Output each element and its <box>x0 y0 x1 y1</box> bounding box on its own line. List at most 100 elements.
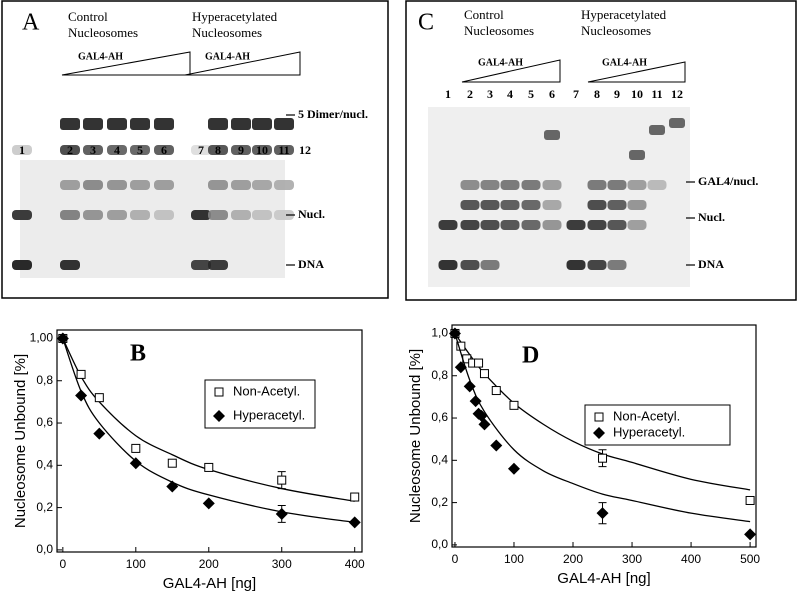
gel-band <box>130 180 150 190</box>
marker-diamond <box>56 332 69 345</box>
x-axis-label: GAL4-AH [ng] <box>163 575 256 592</box>
marker-diamond <box>348 516 361 529</box>
gel-band <box>60 180 80 190</box>
gel-band <box>154 118 174 130</box>
marker-square <box>509 400 519 410</box>
gel-band <box>107 118 127 130</box>
gel-band <box>252 210 272 220</box>
x-tick-label: 300 <box>272 557 292 571</box>
lane-number: 7 <box>573 87 579 101</box>
gel-band <box>107 180 127 190</box>
legend-label: Non-Acetyl. <box>613 408 680 423</box>
x-tick-label: 200 <box>563 552 583 566</box>
marker-label: 5 Dimer/nucl. <box>298 107 368 121</box>
gel-band <box>438 260 458 270</box>
gel-band <box>60 145 80 155</box>
lane-number: 9 <box>614 87 620 101</box>
titration-wedge <box>184 51 301 76</box>
marker-diamond <box>454 361 467 374</box>
gel-band <box>60 210 80 220</box>
marker-label: GAL4/nucl. <box>698 174 758 188</box>
x-tick-label: 300 <box>622 552 642 566</box>
gel-band <box>208 145 228 155</box>
y-tick-label: 1,00 <box>30 331 54 345</box>
marker-diamond <box>129 457 142 470</box>
marker-diamond <box>744 528 757 541</box>
marker-square <box>479 369 489 379</box>
y-tick-label: 0,0 <box>36 542 53 556</box>
gel-band <box>208 118 228 130</box>
lane-number: 1 <box>19 143 25 157</box>
gel-band <box>500 200 520 210</box>
lane-number: 8 <box>594 87 600 101</box>
gel-band <box>12 210 32 220</box>
gel-band <box>154 210 174 220</box>
lane-number: 4 <box>507 87 513 101</box>
y-tick-label: 0,4 <box>431 452 448 466</box>
lane-number: 6 <box>549 87 555 101</box>
lane-number: 10 <box>256 143 268 157</box>
gel-band <box>627 220 647 230</box>
reagent-label: GAL4-AH <box>602 57 647 68</box>
gel-band <box>274 210 294 220</box>
gel-band <box>130 145 150 155</box>
gel-band <box>274 180 294 190</box>
plot-frame <box>56 329 363 553</box>
lane-number: 2 <box>467 87 473 101</box>
gel-band <box>231 210 251 220</box>
gel-band <box>587 260 607 270</box>
y-tick-label: 0,2 <box>431 495 448 509</box>
charts: 0 100 200 300 4000,00,20,40,60,81,00GAL4-AH … <box>12 324 760 592</box>
marker-diamond <box>507 462 520 475</box>
y-tick-label: 0,0 <box>431 537 448 551</box>
legend-label: Hyperacetyl. <box>233 407 305 422</box>
gel-band <box>500 180 520 190</box>
gel-band <box>544 130 560 140</box>
marker-square <box>131 443 141 453</box>
marker-square <box>456 341 466 351</box>
marker-square <box>76 369 86 379</box>
marker-label: DNA <box>698 257 724 271</box>
marker-square <box>491 386 501 396</box>
y-tick-label: 0,6 <box>36 415 53 429</box>
marker-diamond <box>93 427 106 440</box>
gel-band <box>649 125 665 135</box>
gel-band <box>607 180 627 190</box>
gel-band <box>83 145 103 155</box>
gel-band <box>542 180 562 190</box>
panel-c-frame <box>405 0 797 301</box>
gel-band <box>12 145 32 155</box>
marker-square <box>598 453 608 463</box>
gel-band <box>274 118 294 130</box>
gel-band <box>191 260 211 270</box>
gel-band <box>669 118 685 128</box>
group-label: Control <box>464 7 504 22</box>
gel-band <box>460 180 480 190</box>
gel-band <box>500 220 520 230</box>
lane-number: 7 <box>198 143 204 157</box>
group-label: Hyperacetylated <box>581 7 667 22</box>
legend-box <box>584 404 731 446</box>
gel-band <box>60 118 80 130</box>
marker-label: Nucl. <box>698 210 725 224</box>
x-tick-label: 400 <box>681 552 701 566</box>
gel-band <box>12 260 32 270</box>
lane-number: 6 <box>161 143 167 157</box>
gel-band <box>587 200 607 210</box>
marker-square <box>745 495 755 505</box>
group-label: Nucleosomes <box>464 23 534 38</box>
y-tick-label: 0,2 <box>36 500 53 514</box>
marker-label: DNA <box>298 257 324 271</box>
gel-band <box>542 220 562 230</box>
x-tick-label: 100 <box>504 552 524 566</box>
gel-band <box>542 200 562 210</box>
gel-band <box>607 260 627 270</box>
marker-diamond <box>448 327 461 340</box>
y-tick-label: 1,0 <box>431 326 448 340</box>
gel-band <box>252 180 272 190</box>
marker-diamond <box>596 507 609 520</box>
lane-number: 12 <box>299 143 311 157</box>
lane-number: 11 <box>278 143 289 157</box>
gel-band <box>107 210 127 220</box>
